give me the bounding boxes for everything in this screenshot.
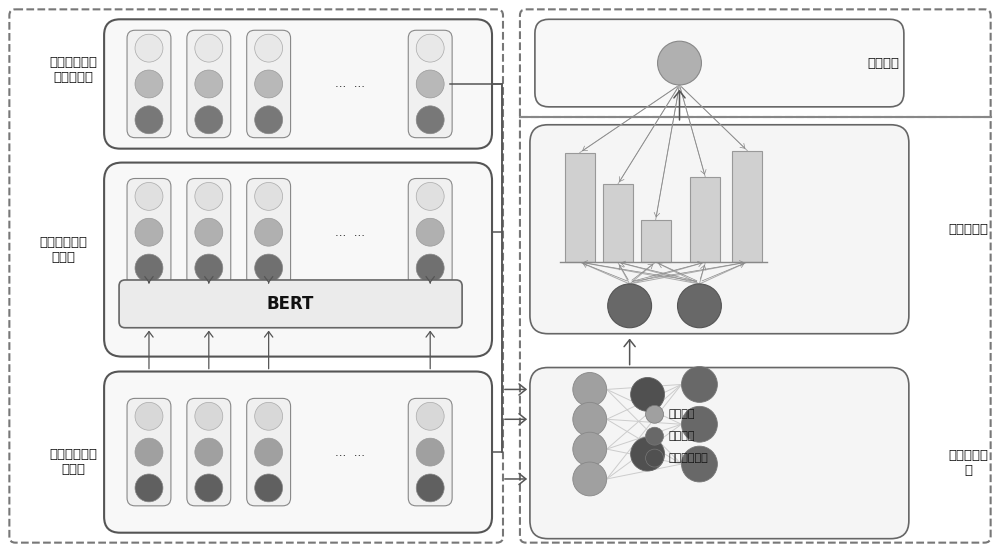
FancyBboxPatch shape — [127, 30, 171, 137]
Bar — [732, 151, 762, 262]
Circle shape — [681, 446, 717, 482]
Text: 单词嵌入表示
初始化: 单词嵌入表示 初始化 — [49, 448, 97, 476]
Text: 文本嵌入表示
初始化: 文本嵌入表示 初始化 — [39, 236, 87, 264]
Circle shape — [573, 432, 607, 466]
Circle shape — [195, 34, 223, 62]
Circle shape — [255, 218, 283, 246]
Circle shape — [608, 284, 652, 328]
Text: ...  ...: ... ... — [335, 226, 365, 238]
Circle shape — [631, 437, 665, 471]
Circle shape — [255, 474, 283, 502]
FancyBboxPatch shape — [247, 30, 291, 137]
Text: ...  ...: ... ... — [335, 77, 365, 91]
Circle shape — [646, 427, 664, 445]
Circle shape — [135, 474, 163, 502]
Circle shape — [135, 402, 163, 430]
Text: 评价方面嵌入
表示初始化: 评价方面嵌入 表示初始化 — [49, 56, 97, 84]
Circle shape — [416, 402, 444, 430]
Circle shape — [195, 70, 223, 98]
Circle shape — [416, 218, 444, 246]
FancyBboxPatch shape — [530, 125, 909, 334]
Circle shape — [416, 474, 444, 502]
Bar — [641, 220, 671, 262]
Text: 预测模块: 预测模块 — [867, 56, 899, 70]
FancyBboxPatch shape — [408, 399, 452, 506]
Circle shape — [135, 438, 163, 466]
Circle shape — [255, 438, 283, 466]
FancyBboxPatch shape — [535, 19, 904, 107]
Circle shape — [195, 474, 223, 502]
Circle shape — [255, 254, 283, 282]
Circle shape — [573, 373, 607, 406]
Circle shape — [255, 34, 283, 62]
FancyBboxPatch shape — [104, 19, 492, 148]
Circle shape — [646, 449, 664, 467]
Circle shape — [658, 41, 701, 85]
Circle shape — [255, 70, 283, 98]
FancyBboxPatch shape — [408, 178, 452, 286]
FancyBboxPatch shape — [187, 30, 231, 137]
Text: 单词结点: 单词结点 — [669, 409, 695, 420]
FancyBboxPatch shape — [247, 399, 291, 506]
Bar — [690, 178, 720, 262]
Circle shape — [681, 406, 717, 442]
Circle shape — [195, 254, 223, 282]
Circle shape — [416, 106, 444, 134]
Circle shape — [416, 254, 444, 282]
Circle shape — [195, 438, 223, 466]
Circle shape — [195, 218, 223, 246]
Circle shape — [255, 183, 283, 210]
Circle shape — [195, 106, 223, 134]
Text: 图注意力模
块: 图注意力模 块 — [949, 449, 989, 477]
Text: 文本结点: 文本结点 — [669, 431, 695, 441]
Bar — [565, 152, 595, 262]
Circle shape — [416, 438, 444, 466]
Text: 注意力模块: 注意力模块 — [949, 223, 989, 236]
FancyBboxPatch shape — [119, 280, 462, 328]
Circle shape — [416, 34, 444, 62]
FancyBboxPatch shape — [408, 30, 452, 137]
Circle shape — [135, 70, 163, 98]
Circle shape — [631, 378, 665, 411]
Circle shape — [573, 462, 607, 496]
FancyBboxPatch shape — [127, 178, 171, 286]
Text: BERT: BERT — [267, 295, 314, 313]
Circle shape — [681, 367, 717, 402]
FancyBboxPatch shape — [104, 371, 492, 533]
Circle shape — [678, 284, 721, 328]
Circle shape — [135, 218, 163, 246]
Circle shape — [573, 402, 607, 436]
Circle shape — [135, 183, 163, 210]
Circle shape — [135, 254, 163, 282]
Text: ...  ...: ... ... — [335, 445, 365, 459]
Circle shape — [195, 402, 223, 430]
Circle shape — [646, 405, 664, 423]
Circle shape — [135, 106, 163, 134]
FancyBboxPatch shape — [247, 178, 291, 286]
FancyBboxPatch shape — [187, 399, 231, 506]
FancyBboxPatch shape — [530, 368, 909, 539]
Circle shape — [195, 183, 223, 210]
Circle shape — [135, 34, 163, 62]
FancyBboxPatch shape — [127, 399, 171, 506]
Circle shape — [416, 70, 444, 98]
FancyBboxPatch shape — [104, 163, 492, 357]
Circle shape — [255, 106, 283, 134]
FancyBboxPatch shape — [187, 178, 231, 286]
Circle shape — [416, 183, 444, 210]
Text: 评价方面结点: 评价方面结点 — [669, 453, 708, 463]
Circle shape — [255, 402, 283, 430]
Bar — [603, 184, 633, 262]
